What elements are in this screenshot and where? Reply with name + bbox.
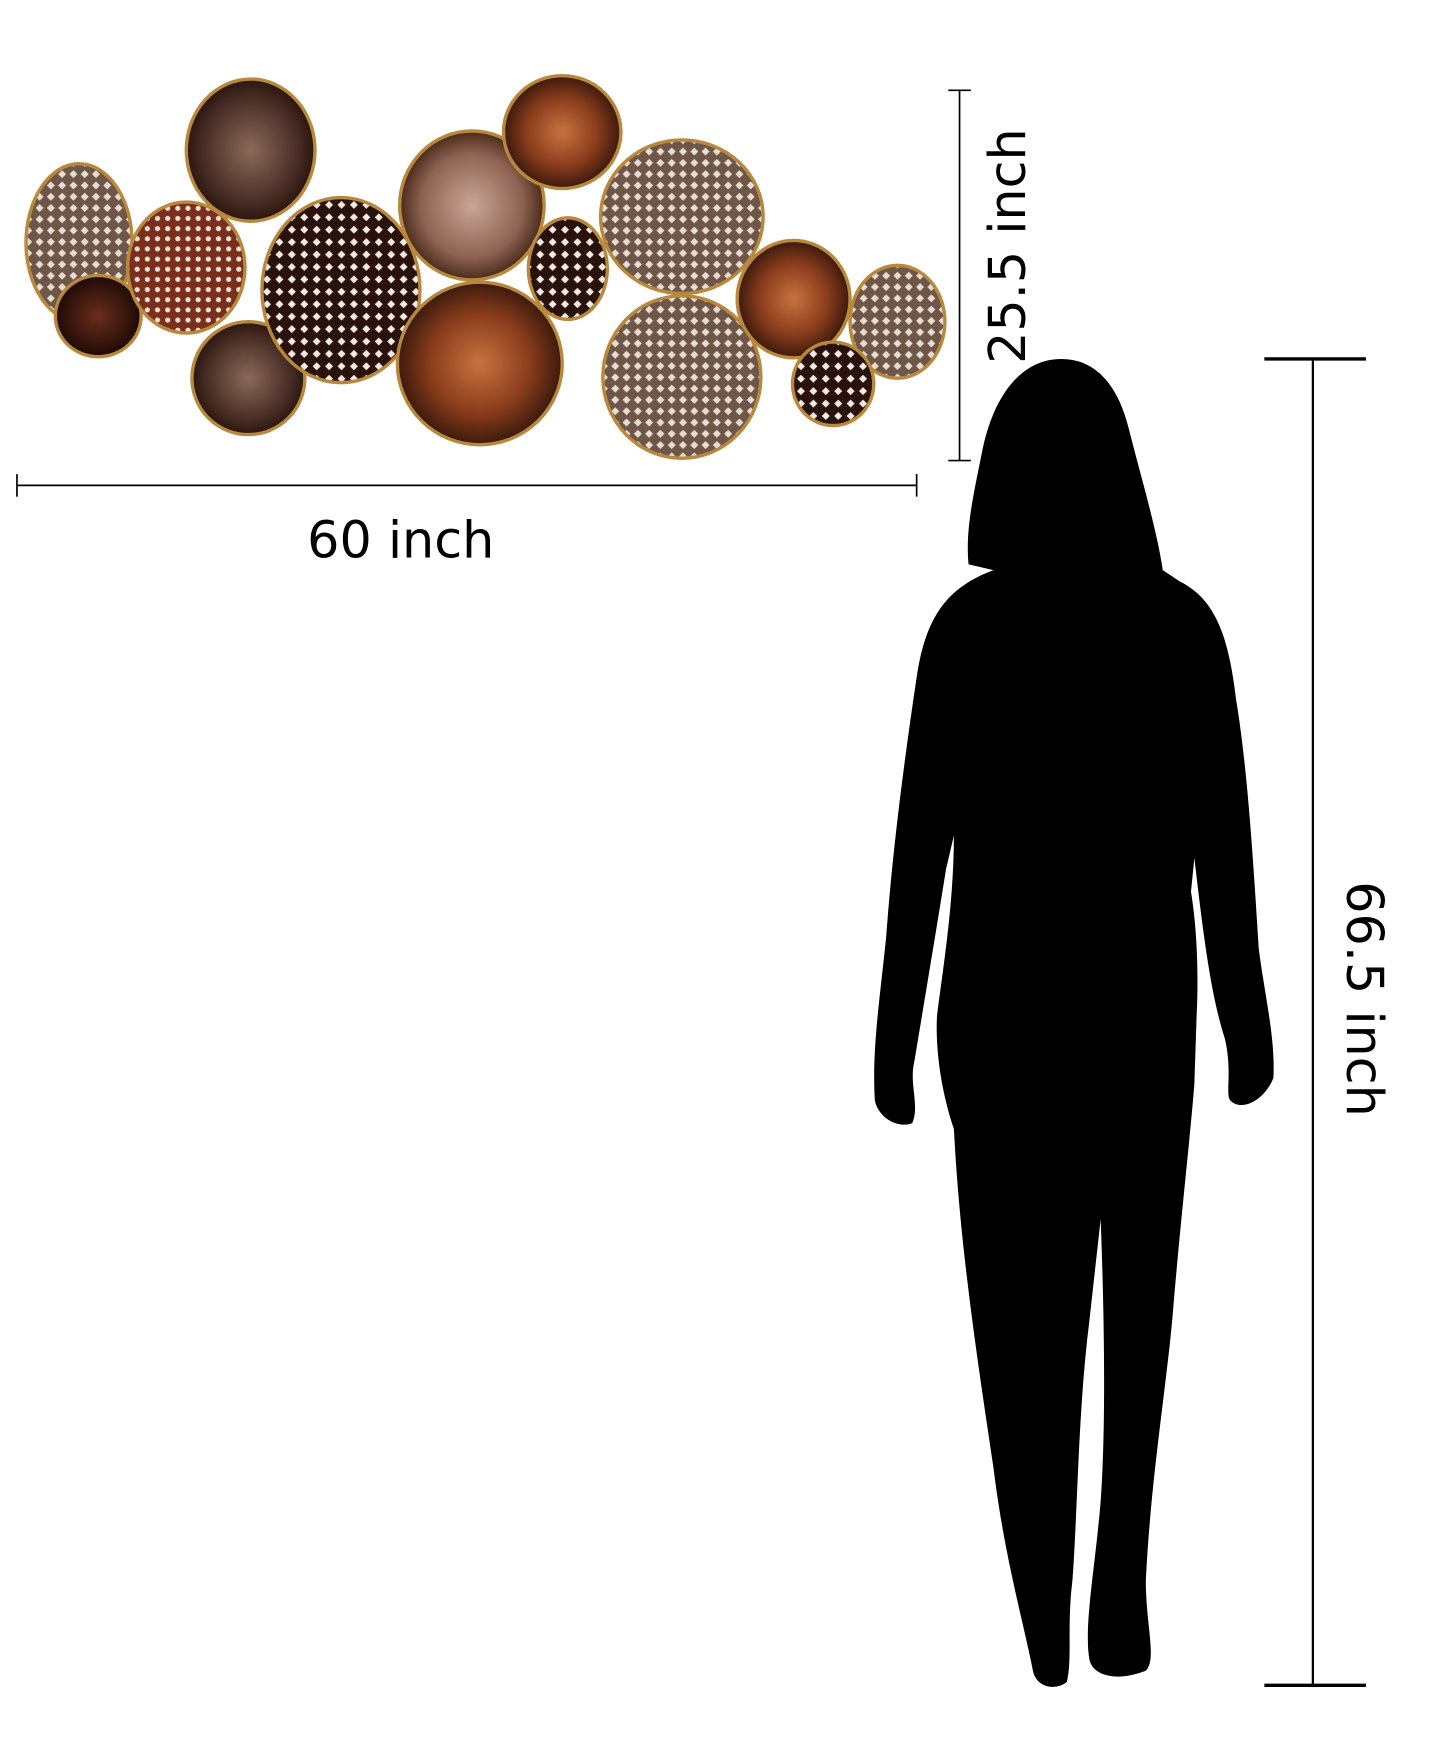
person-height-label: 66.5 inch [1335,881,1394,1117]
art-disc-copper [501,73,623,191]
width-dimension [16,474,918,497]
art-disc-pink [397,129,546,282]
wall-art-artwork [24,73,947,461]
art-disc-lace [526,216,610,322]
art-disc-lace [848,263,947,380]
art-disc-lace [598,138,765,296]
artwork-height-label: 25.5 inch [978,128,1037,364]
person-height-dimension [1264,357,1366,1688]
art-disc-copper [395,280,564,447]
art-disc-smoky [184,77,317,223]
woman-silhouette [874,358,1274,1687]
art-disc-lace [601,294,763,461]
art-disc-dark [53,273,143,359]
art-disc-lace [790,340,876,428]
artwork-height-dimension [948,89,971,462]
art-disc-lace [125,200,247,335]
art-disc-smoky [190,320,307,437]
width-label: 60 inch [307,511,494,570]
art-disc-copper [735,238,852,360]
art-disc-lace [260,195,422,385]
